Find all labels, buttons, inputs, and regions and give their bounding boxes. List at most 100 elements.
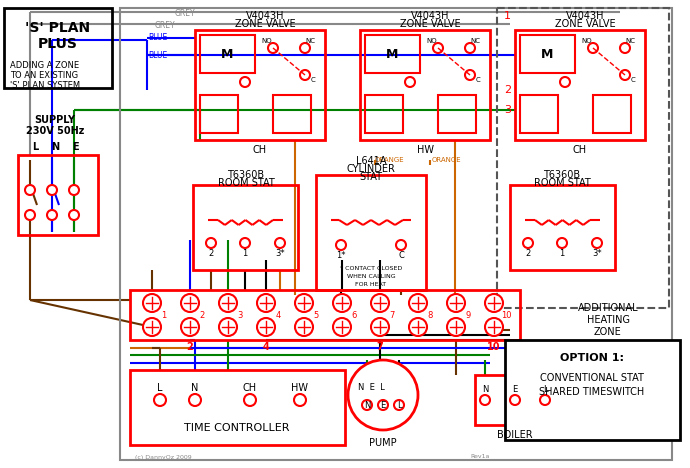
Circle shape [620, 43, 630, 53]
Bar [497, 8, 669, 308]
Circle shape [394, 400, 404, 410]
Circle shape [275, 238, 285, 248]
Text: 3*: 3* [275, 249, 285, 257]
Text: PLUS: PLUS [38, 37, 78, 51]
Circle shape [47, 185, 57, 195]
Text: 1: 1 [504, 11, 511, 21]
Text: Rev1a: Rev1a [471, 454, 490, 460]
Circle shape [409, 318, 427, 336]
Text: NC: NC [470, 38, 480, 44]
Bar [18, 155, 98, 235]
Text: M: M [386, 49, 398, 61]
Text: BLUE: BLUE [148, 34, 167, 43]
Bar [520, 35, 575, 73]
Bar [195, 30, 325, 140]
Text: BLUE: BLUE [148, 51, 167, 59]
Text: 3: 3 [504, 105, 511, 115]
Text: 'S' PLAN: 'S' PLAN [26, 21, 90, 35]
Text: GREY: GREY [175, 9, 196, 19]
Circle shape [485, 294, 503, 312]
Circle shape [485, 318, 503, 336]
Text: 7: 7 [377, 342, 384, 352]
Circle shape [378, 400, 388, 410]
Circle shape [181, 294, 199, 312]
Text: V4043H: V4043H [246, 11, 284, 21]
Circle shape [219, 294, 237, 312]
Text: 1*: 1* [336, 250, 346, 259]
Text: ROOM STAT: ROOM STAT [533, 178, 591, 188]
Circle shape [523, 238, 533, 248]
Circle shape [447, 318, 465, 336]
Circle shape [257, 318, 275, 336]
Circle shape [465, 70, 475, 80]
Circle shape [69, 210, 79, 220]
Text: 2: 2 [525, 249, 531, 257]
Text: (c) DannyOz 2009: (c) DannyOz 2009 [135, 454, 192, 460]
Text: L: L [397, 401, 402, 410]
Text: E: E [72, 142, 78, 152]
Bar [200, 35, 255, 73]
Text: FOR HEAT: FOR HEAT [355, 281, 386, 286]
Bar [200, 95, 238, 133]
Text: SUPPLY: SUPPLY [34, 115, 75, 125]
Circle shape [189, 394, 201, 406]
Circle shape [560, 77, 570, 87]
Text: 1: 1 [161, 310, 166, 320]
Text: C: C [310, 77, 315, 83]
Bar [515, 30, 645, 140]
Circle shape [348, 360, 418, 430]
Text: HW: HW [291, 383, 308, 393]
Text: C: C [631, 77, 635, 83]
Text: L641A: L641A [356, 156, 386, 166]
Circle shape [333, 318, 351, 336]
Circle shape [540, 395, 550, 405]
Text: HEATING: HEATING [586, 315, 629, 325]
Text: 4: 4 [275, 310, 281, 320]
Text: 'S' PLAN SYSTEM: 'S' PLAN SYSTEM [10, 81, 80, 90]
Text: 5: 5 [313, 310, 319, 320]
Text: 1: 1 [560, 249, 564, 257]
Bar [475, 375, 555, 425]
Bar [130, 290, 520, 340]
Text: C: C [475, 77, 480, 83]
Text: CH: CH [243, 383, 257, 393]
Text: ADDITIONAL: ADDITIONAL [578, 303, 638, 313]
Circle shape [592, 238, 602, 248]
Bar [360, 30, 490, 140]
Circle shape [447, 294, 465, 312]
Circle shape [620, 70, 630, 80]
Text: 1: 1 [242, 249, 248, 257]
Text: V4043H: V4043H [411, 11, 449, 21]
Text: L: L [32, 142, 38, 152]
Text: E: E [380, 401, 386, 410]
Circle shape [362, 400, 372, 410]
Circle shape [300, 43, 310, 53]
Text: L: L [543, 386, 547, 395]
Text: PUMP: PUMP [369, 438, 397, 448]
Circle shape [268, 43, 278, 53]
Text: ROOM STAT: ROOM STAT [217, 178, 275, 188]
Bar [316, 175, 426, 290]
Text: 3*: 3* [592, 249, 602, 257]
Circle shape [409, 294, 427, 312]
Text: ZONE VALVE: ZONE VALVE [400, 19, 460, 29]
Text: 7: 7 [389, 310, 395, 320]
Circle shape [69, 185, 79, 195]
Circle shape [143, 318, 161, 336]
Text: L: L [157, 383, 163, 393]
Text: M: M [541, 49, 553, 61]
Text: 230V 50Hz: 230V 50Hz [26, 126, 84, 136]
Text: ORANGE: ORANGE [375, 157, 404, 163]
Bar [365, 95, 403, 133]
Text: C: C [398, 250, 404, 259]
Circle shape [219, 318, 237, 336]
Text: 2: 2 [199, 310, 205, 320]
Circle shape [480, 395, 490, 405]
Text: N  E  L: N E L [357, 382, 384, 392]
Text: HW: HW [417, 145, 433, 155]
Circle shape [405, 77, 415, 87]
Text: V4043H: V4043H [566, 11, 604, 21]
Circle shape [371, 294, 389, 312]
Text: SHARED TIMESWITCH: SHARED TIMESWITCH [540, 387, 644, 397]
Circle shape [295, 318, 313, 336]
